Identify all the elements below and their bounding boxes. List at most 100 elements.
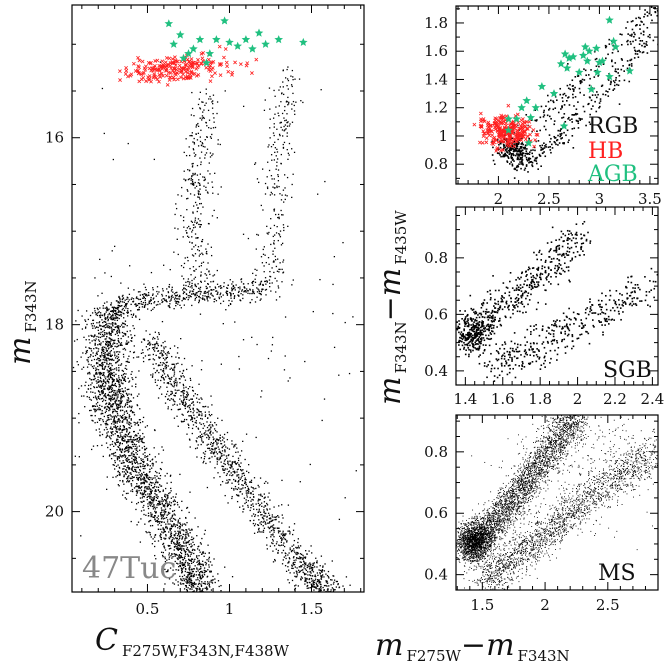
ms-2-point: [171, 376, 173, 379]
ms-2-point: [190, 419, 192, 421]
ms-1-point: [114, 357, 117, 359]
ms-2-point: [148, 359, 150, 361]
ms-2-point: [161, 376, 163, 379]
ms-1-point: [150, 514, 152, 516]
ms-1-point: [135, 508, 137, 511]
ms-1-point: [108, 455, 111, 457]
ms-1-point: [101, 444, 103, 447]
ms-1-point: [130, 419, 132, 421]
ms-1-point: [114, 333, 117, 336]
ms-1-point: [129, 461, 131, 463]
ms-2-point: [328, 585, 330, 587]
ms-2-point: [204, 415, 207, 418]
ms-2-point: [305, 569, 308, 571]
rgb-1-point: [200, 275, 202, 277]
rgb-1-point: [200, 281, 203, 283]
rgb-1-point: [211, 181, 213, 183]
ms-1-point: [168, 503, 170, 506]
rgb-1-point: [187, 197, 189, 200]
sgb-point: [130, 310, 132, 312]
ms-1-point: [171, 539, 174, 541]
ms-1-point: [168, 538, 171, 540]
ms-2-point: [231, 440, 233, 442]
ms-1-point: [94, 409, 96, 411]
ms-1-point: [155, 511, 158, 513]
ms-2-point: [205, 462, 207, 465]
ms-1-point: [102, 412, 104, 415]
ms-1-point: [173, 583, 176, 585]
ms-1-point: [179, 551, 182, 554]
ms-1-point: [149, 465, 151, 467]
ms-2-point: [284, 565, 287, 567]
rgb-2-point: [277, 138, 279, 141]
rgb-1-point: [202, 176, 204, 178]
ms-1-point: [100, 372, 102, 375]
ms-2-point: [292, 557, 295, 559]
ms-1-point: [138, 485, 140, 487]
rgb-2-point: [274, 113, 276, 115]
rgb-2-point: [269, 227, 272, 229]
sgb-point: [198, 300, 200, 302]
ms-1-point: [116, 346, 118, 348]
ms-1-point: [123, 379, 126, 381]
ms-1-point: [161, 446, 163, 448]
ms-1-point: [165, 502, 167, 505]
rgb-1-point: [209, 173, 211, 175]
ms-1-point: [190, 585, 192, 587]
ms-2-point: [201, 440, 203, 442]
ms-1-point: [140, 479, 142, 481]
rgb-2-point: [288, 125, 291, 127]
sgb-point: [183, 284, 185, 286]
ms-1-point: [156, 519, 158, 522]
rgb-1-point: [191, 132, 193, 134]
ms-1-point: [189, 581, 191, 584]
ms-1-point: [98, 340, 101, 342]
ms-2-point: [191, 386, 194, 388]
ms-2-point: [330, 597, 331, 598]
sgb-point: [206, 291, 208, 293]
ms-2-point: [200, 423, 202, 426]
ms-2-point: [224, 463, 226, 466]
ms-1-point: [209, 595, 210, 596]
ms-2-point: [191, 427, 194, 430]
ms-2-point: [231, 443, 233, 445]
ms-1-point: [195, 587, 197, 589]
ms-1-point: [112, 464, 114, 466]
ms-1-point: [109, 313, 111, 316]
ms-1-point: [111, 354, 113, 356]
rgb-1-point: [174, 213, 176, 216]
rgb-2-point: [273, 271, 275, 274]
ms-2-point: [159, 352, 161, 355]
ms-2-point: [251, 498, 253, 501]
ms-1-point: [88, 363, 90, 365]
sgb-point: [226, 293, 229, 295]
rgb-1-point: [201, 142, 203, 144]
ms-1-point: [121, 431, 123, 433]
rgb-2-point: [276, 165, 278, 167]
sgb-point: [185, 293, 188, 296]
sgb-point: [158, 291, 160, 293]
ms-1-point: [109, 351, 111, 353]
ms-2-point: [293, 550, 295, 552]
ms-1-point: [163, 528, 165, 531]
ms-2-point: [304, 557, 307, 559]
rgb-1-point: [198, 223, 200, 226]
ms-1-point: [129, 415, 131, 418]
ms-2-point: [268, 518, 271, 520]
ms-2-point: [220, 461, 222, 463]
ms-1-point: [92, 420, 94, 422]
ms-1-point: [135, 443, 137, 446]
ms-2-point: [245, 490, 247, 492]
sgb-point: [148, 302, 150, 304]
rgb-1-point: [191, 179, 194, 181]
sgb-point: [183, 291, 186, 293]
ms-1-point: [192, 584, 195, 587]
sgb-point: [231, 288, 233, 290]
ms-2-point: [143, 339, 146, 341]
rgb-1-point: [192, 182, 195, 185]
sgb-point: [142, 303, 144, 306]
rgb-1-point: [200, 202, 202, 205]
ms-2-point: [305, 573, 307, 575]
ms-1-point: [126, 460, 128, 462]
ms-1-point: [203, 533, 206, 535]
